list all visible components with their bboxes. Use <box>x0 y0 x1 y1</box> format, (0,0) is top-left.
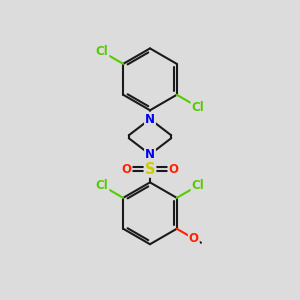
Text: Cl: Cl <box>96 179 108 192</box>
Text: O: O <box>122 163 131 176</box>
Text: Cl: Cl <box>192 179 204 192</box>
Text: N: N <box>145 148 155 161</box>
Text: Cl: Cl <box>192 100 204 113</box>
Text: O: O <box>169 163 178 176</box>
Text: S: S <box>145 162 155 177</box>
Text: N: N <box>145 112 155 126</box>
Text: O: O <box>189 232 199 245</box>
Text: Cl: Cl <box>96 45 108 58</box>
